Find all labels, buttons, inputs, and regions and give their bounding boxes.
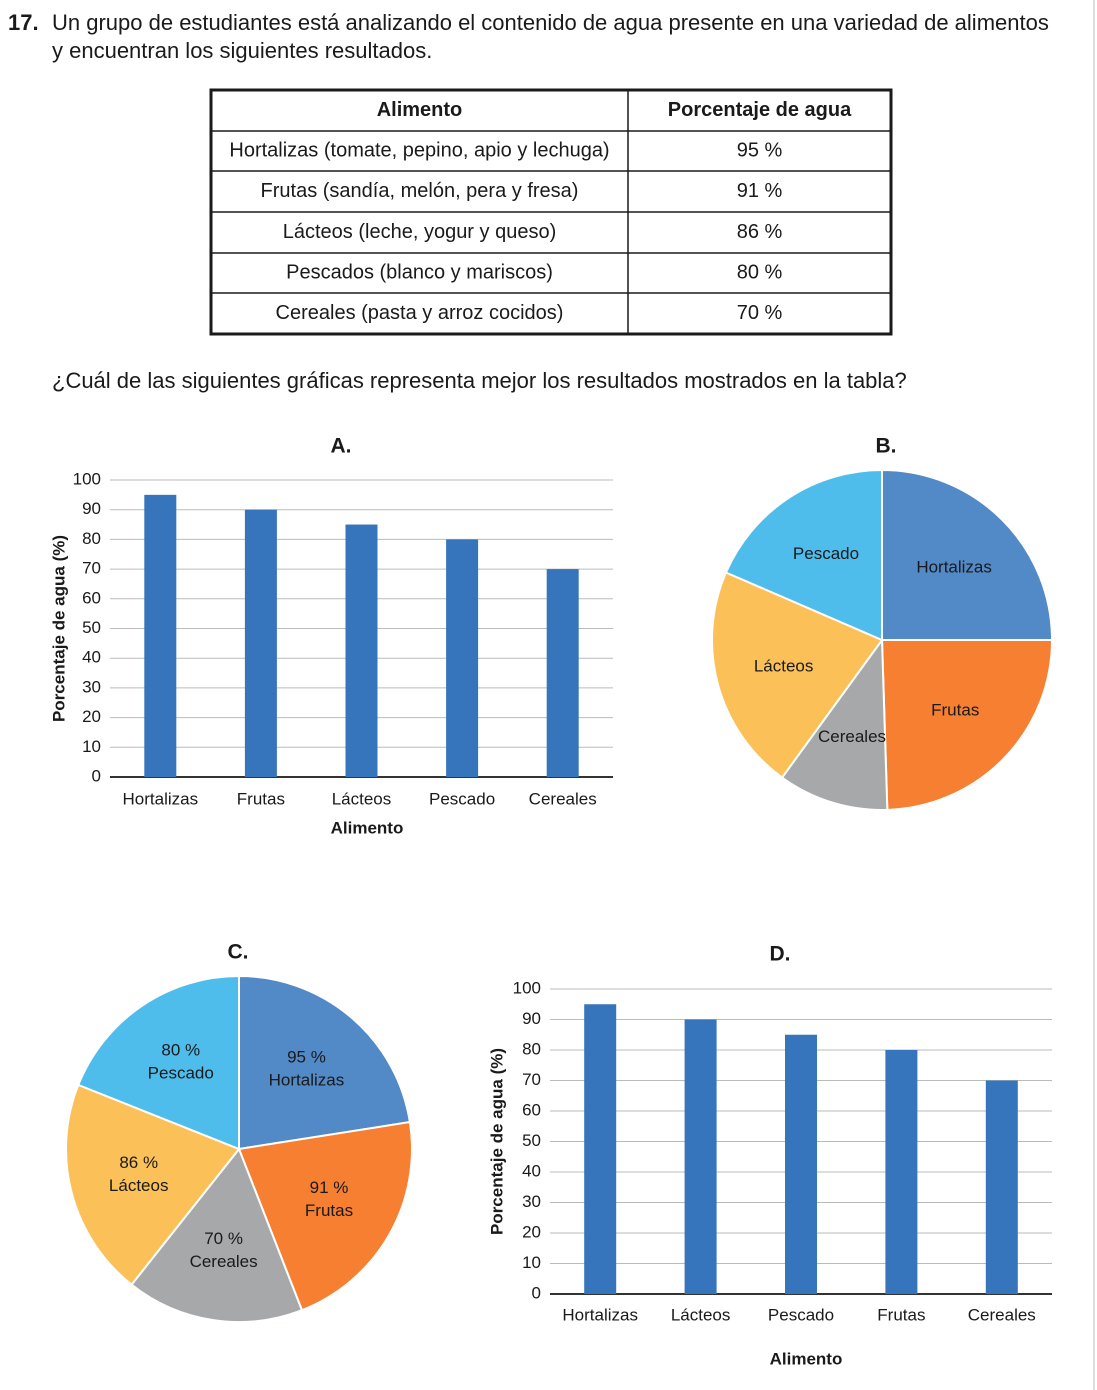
y-tick-label: 90 [82, 499, 101, 518]
bar [584, 1004, 617, 1294]
y-tick-label: 10 [522, 1253, 541, 1272]
chart-title: A. [331, 435, 352, 458]
x-axis-label: Alimento [331, 818, 404, 837]
y-tick-label: 60 [522, 1100, 541, 1119]
slice-label: Cereales [818, 727, 886, 746]
slice-label: Cereales [190, 1252, 258, 1271]
y-tick-label: 70 [82, 559, 101, 578]
y-tick-label: 80 [522, 1039, 541, 1058]
slice-label: Lácteos [109, 1176, 169, 1195]
bar [785, 1034, 817, 1294]
y-tick-label: 40 [82, 648, 101, 667]
pie-slice [724, 468, 883, 642]
x-tick-label: Cereales [968, 1305, 1036, 1324]
table-header: Alimento [377, 99, 463, 121]
bar [546, 569, 579, 777]
table-header: Porcentaje de agua [668, 99, 852, 121]
slice-label: Hortalizas [916, 557, 992, 576]
y-tick-label: 0 [92, 766, 101, 785]
question-text: y encuentran los siguientes resultados. [52, 38, 432, 63]
table-cell: 91 % [737, 180, 783, 202]
x-tick-label: Lácteos [671, 1305, 731, 1324]
x-tick-label: Cereales [529, 789, 597, 808]
data-label: 86 % [119, 1153, 158, 1172]
pie-slice [780, 637, 889, 811]
table-cell: 86 % [737, 221, 783, 243]
bar [244, 509, 277, 777]
bar [345, 524, 378, 777]
table-cell: Cereales (pasta y arroz cocidos) [276, 302, 564, 324]
y-tick-label: 30 [522, 1192, 541, 1211]
slice-label: Lácteos [754, 656, 814, 675]
data-label: 95 % [287, 1048, 326, 1067]
question-text: Un grupo de estudiantes está analizando … [52, 10, 1049, 35]
y-tick-label: 50 [82, 618, 101, 637]
table-cell: 80 % [737, 261, 783, 283]
slice-label: Hortalizas [269, 1071, 345, 1090]
y-axis-label: Porcentaje de agua (%) [487, 1048, 506, 1235]
table-cell: Pescados (blanco y mariscos) [286, 261, 553, 283]
slice-label: Pescado [148, 1064, 214, 1083]
y-tick-label: 60 [82, 588, 101, 607]
data-label: 91 % [310, 1178, 349, 1197]
y-tick-label: 100 [513, 978, 541, 997]
data-label: 80 % [161, 1041, 200, 1060]
pie-slice [238, 974, 412, 1151]
pie-slice [65, 1083, 241, 1287]
x-axis-label: Alimento [770, 1349, 843, 1368]
chart-title: C. [228, 941, 249, 964]
y-tick-label: 90 [522, 1009, 541, 1028]
pie-slice [711, 571, 884, 779]
bar [446, 539, 479, 777]
pie-slice [880, 639, 1054, 811]
chart-title: B. [876, 435, 897, 458]
table-border [209, 88, 893, 336]
y-tick-label: 0 [532, 1283, 541, 1302]
table-cell: Frutas (sandía, melón, pera y fresa) [261, 180, 579, 202]
y-axis-label: Porcentaje de agua (%) [49, 535, 68, 722]
y-tick-label: 20 [82, 707, 101, 726]
table-cell: 70 % [737, 302, 783, 324]
table-cell: 95 % [737, 139, 783, 161]
x-tick-label: Hortalizas [562, 1305, 638, 1324]
bar [985, 1080, 1018, 1294]
y-tick-label: 100 [73, 469, 101, 488]
chart-title: D. [770, 943, 791, 966]
x-tick-label: Pescado [768, 1305, 834, 1324]
bar [144, 494, 177, 777]
x-tick-label: Frutas [237, 789, 285, 808]
slice-label: Frutas [305, 1201, 353, 1220]
x-tick-label: Lácteos [332, 789, 392, 808]
y-tick-label: 40 [522, 1161, 541, 1180]
y-tick-label: 80 [82, 529, 101, 548]
pie-slice [77, 974, 240, 1151]
slice-label: Frutas [931, 700, 979, 719]
prompt: ¿Cuál de las siguientes gráficas represe… [52, 368, 907, 393]
x-tick-label: Frutas [877, 1305, 925, 1324]
y-tick-label: 70 [522, 1070, 541, 1089]
pie-slice [881, 468, 1054, 641]
y-tick-label: 10 [82, 737, 101, 756]
y-tick-label: 30 [82, 677, 101, 696]
table-cell: Hortalizas (tomate, pepino, apio y lechu… [229, 139, 609, 161]
y-tick-label: 20 [522, 1222, 541, 1241]
bar [885, 1050, 918, 1294]
question-number: 17. [8, 10, 39, 35]
table-cell: Lácteos (leche, yogur y queso) [283, 221, 557, 243]
x-tick-label: Pescado [429, 789, 495, 808]
data-label: 70 % [204, 1229, 243, 1248]
slice-label: Pescado [793, 544, 859, 563]
pie-slice [130, 1147, 304, 1323]
bar [684, 1019, 717, 1294]
y-tick-label: 50 [522, 1131, 541, 1150]
pie-slice [237, 1120, 413, 1312]
x-tick-label: Hortalizas [123, 789, 199, 808]
